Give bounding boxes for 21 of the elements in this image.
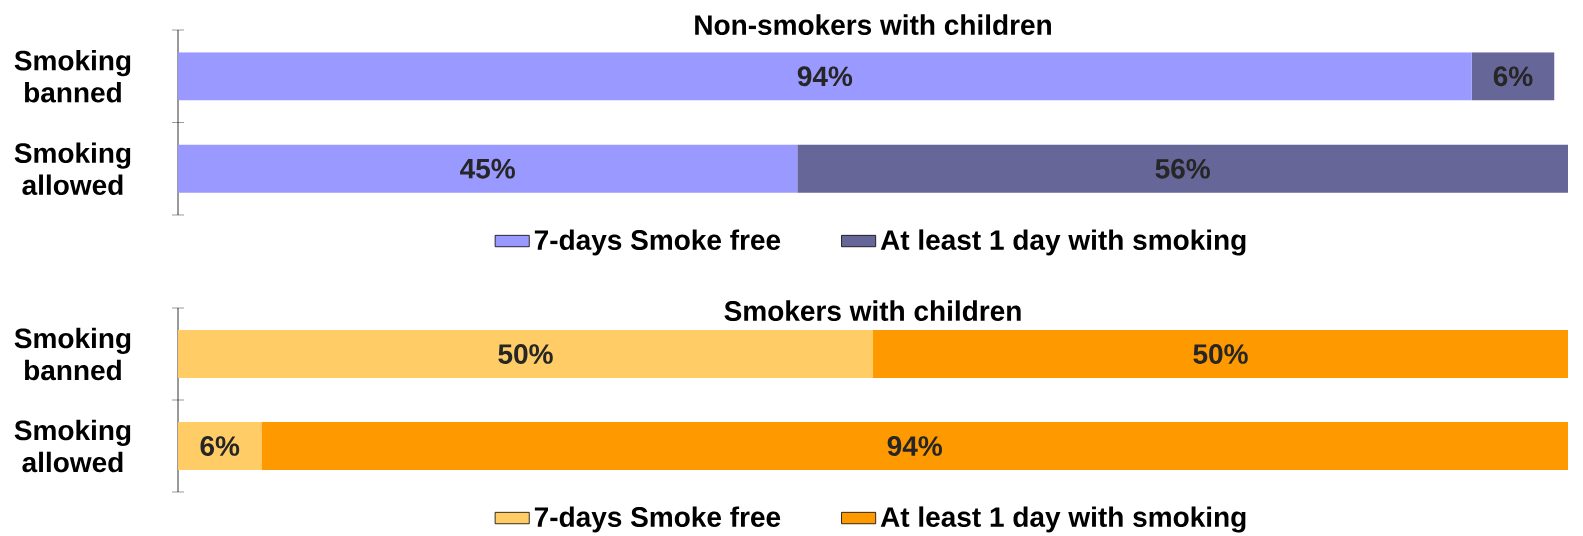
bar: [178, 144, 798, 193]
data-label: 50%: [1193, 344, 1248, 364]
chart-title: Non-smokers with children: [695, 14, 1051, 35]
data-label: 50%: [498, 344, 553, 364]
y-tick-label: Smoking allowed: [14, 419, 131, 473]
data-label: 56%: [1155, 158, 1210, 179]
legend-label: At least 1 day with smoking: [880, 229, 1246, 256]
data-label: 6%: [200, 436, 240, 456]
data-label: 6%: [1493, 66, 1533, 87]
legend-label: At least 1 day with smoking: [880, 506, 1246, 533]
y-tick-label: Smoking allowed: [14, 142, 131, 196]
data-label: 45%: [460, 158, 515, 179]
data-label: 94%: [797, 66, 853, 87]
bar: [797, 144, 1569, 193]
bar: [178, 52, 1472, 101]
legend-label: 7-days Smoke free: [534, 229, 781, 256]
data-label: 94%: [887, 436, 942, 456]
y-tick-label: Smoking banned: [14, 327, 131, 381]
chart-title: Smokers with children: [724, 300, 1021, 321]
legend-label: 7-days Smoke free: [534, 506, 781, 533]
y-tick-label: Smoking banned: [14, 49, 131, 103]
